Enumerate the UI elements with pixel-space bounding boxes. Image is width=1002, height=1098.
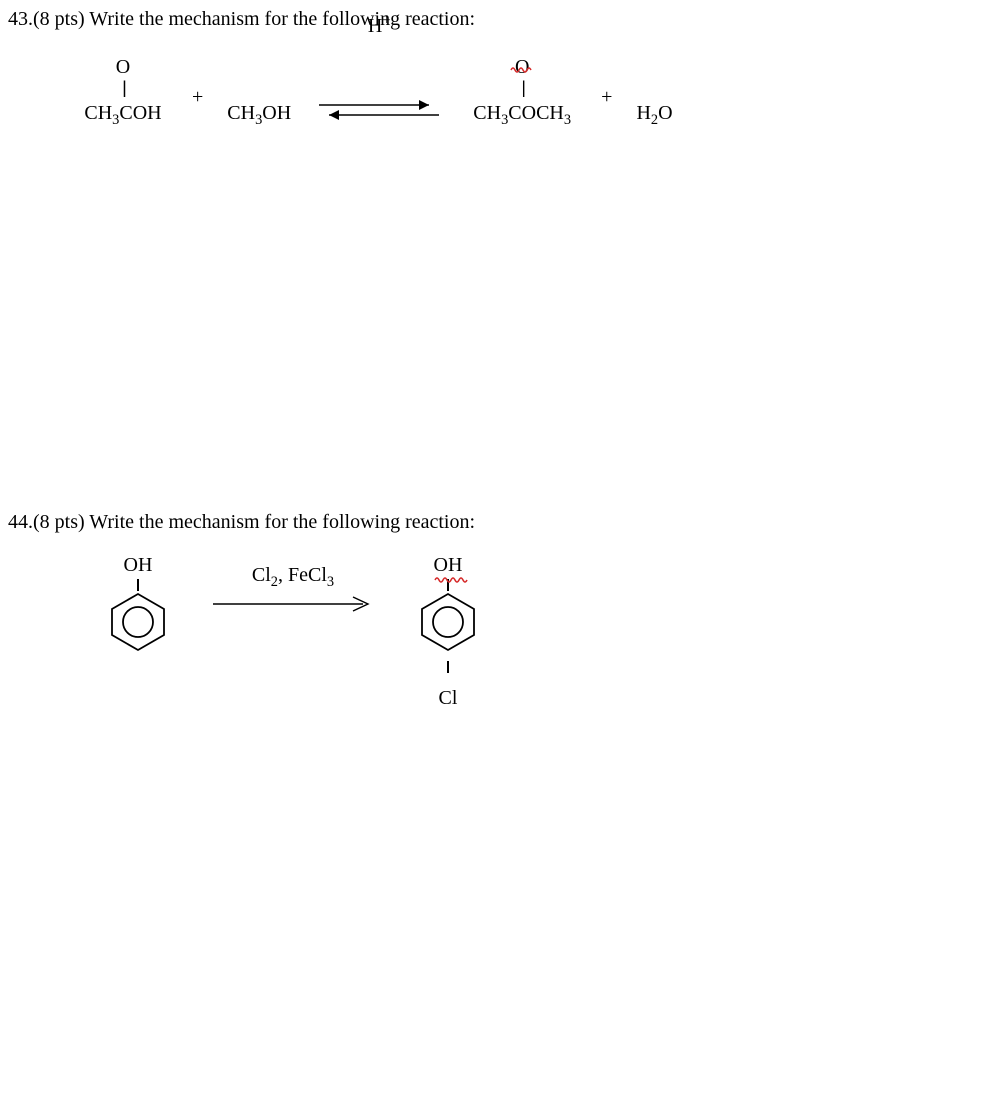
q44-cl-label: Cl [408,687,488,710]
q44-prompt: 44.(8 pts) Write the mechanism for the f… [8,511,994,534]
plus-sign: + [186,74,209,109]
double-bond-icon: || [522,78,523,98]
bond-line-icon [447,661,449,673]
q43-methyl-acetate: O || CH3COCH3 [467,58,577,124]
reaction-arrow-icon [208,594,378,614]
q44-product-oh: OH [434,554,463,577]
q43-product1-formula: CH3COCH3 [467,102,577,124]
problem-43: 43.(8 pts) Write the mechanism for the f… [8,8,994,131]
q43-reaction: O || CH3COH + CH3OH H+ O [78,51,994,131]
q43-methanol: CH3OH [227,58,291,124]
q44-reagents: Cl2, FeCl3 [208,564,378,587]
equilibrium-arrow-icon [309,95,449,125]
q44-chlorophenol: OH Cl [408,554,488,710]
q44-product-oh-text: OH [434,554,463,576]
q43-arrow-condition: H+ [309,15,449,38]
q44-start-oh: OH [124,554,153,577]
spellcheck-squiggle-icon [434,575,468,583]
q44-phenol: OH [98,554,178,659]
problem-44: 44.(8 pts) Write the mechanism for the f… [8,511,994,710]
q44-arrow: Cl2, FeCl3 [208,594,378,620]
carbonyl-o-label: O [116,56,130,78]
equilibrium-arrow: H+ [309,51,449,131]
q43-water: H2O [636,58,672,124]
q43-acetic-acid: O || CH3COH [78,58,168,124]
q43-prompt: 43.(8 pts) Write the mechanism for the f… [8,8,994,31]
q43-reagent1-formula: CH3COH [78,102,168,124]
q43-product2-formula: H2O [636,102,672,124]
bond-line-icon [137,579,139,591]
spellcheck-squiggle-icon [510,64,534,74]
q44-reaction: OH Cl2, FeCl3 OH [98,554,994,710]
benzene-ring-icon [107,591,169,653]
benzene-ring-icon [417,591,479,653]
double-bond-icon: || [122,78,123,98]
q43-reagent2-formula: CH3OH [227,102,291,124]
plus-sign: + [595,74,618,109]
